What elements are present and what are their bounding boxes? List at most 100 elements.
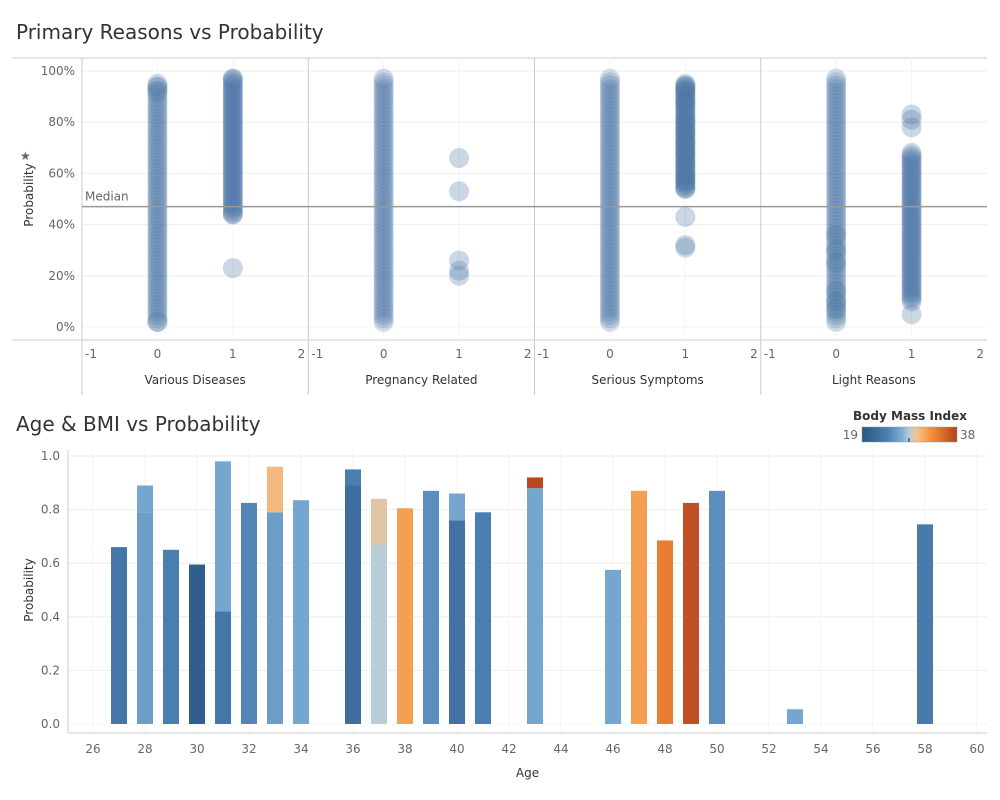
data-point	[373, 235, 394, 256]
data-point	[222, 95, 243, 116]
data-point	[675, 112, 696, 133]
bar-group	[241, 502, 257, 724]
data-point	[599, 131, 620, 152]
panel-points	[826, 68, 922, 332]
data-point	[222, 82, 243, 103]
data-point	[373, 86, 394, 107]
data-point	[373, 304, 394, 325]
data-point	[675, 132, 696, 153]
data-point	[599, 273, 620, 294]
legend-min-label: 19	[843, 428, 858, 442]
data-point	[449, 260, 470, 281]
data-point	[147, 76, 168, 97]
data-point	[222, 99, 243, 120]
data-point	[147, 145, 168, 166]
data-point	[675, 160, 696, 181]
data-point	[599, 96, 620, 117]
data-point	[901, 189, 922, 210]
data-point	[901, 236, 922, 257]
data-point	[222, 88, 243, 109]
x-tick-label: 32	[241, 742, 256, 756]
data-point	[826, 235, 847, 256]
data-point	[222, 78, 243, 99]
data-point	[222, 105, 243, 126]
data-point	[222, 103, 243, 124]
y-tick-label: 100%	[41, 64, 75, 78]
data-point	[599, 231, 620, 252]
data-point	[675, 96, 696, 117]
bar-segment	[527, 488, 543, 724]
data-point	[373, 284, 394, 305]
data-point	[222, 111, 243, 132]
x-tick-label: 58	[917, 742, 932, 756]
data-point	[675, 163, 696, 184]
data-point	[826, 291, 847, 312]
data-point	[222, 138, 243, 159]
data-point	[901, 223, 922, 244]
data-point	[675, 105, 696, 126]
data-point	[826, 159, 847, 180]
data-point	[373, 82, 394, 103]
data-point	[222, 173, 243, 194]
bar-segment	[709, 490, 725, 724]
data-point	[826, 165, 847, 186]
y-tick-label: 0.2	[41, 663, 60, 677]
data-point	[901, 168, 922, 189]
x-tick-label: 2	[524, 347, 532, 361]
data-point	[147, 294, 168, 315]
data-point	[675, 88, 696, 109]
data-point	[222, 161, 243, 182]
data-point	[599, 297, 620, 318]
data-point	[222, 148, 243, 169]
data-point	[901, 304, 922, 325]
data-point	[675, 118, 696, 139]
data-point	[599, 82, 620, 103]
data-point	[675, 177, 696, 198]
data-point	[147, 179, 168, 200]
data-point	[901, 217, 922, 238]
data-point	[675, 147, 696, 168]
data-point	[222, 175, 243, 196]
bar-segment	[423, 490, 439, 724]
data-point	[826, 224, 847, 245]
data-point	[675, 156, 696, 177]
data-point	[147, 220, 168, 241]
bar-segment	[631, 490, 647, 724]
data-point	[901, 240, 922, 261]
data-point	[373, 242, 394, 263]
data-point	[901, 198, 922, 219]
data-point	[599, 113, 620, 134]
data-point	[147, 230, 168, 251]
data-point	[373, 72, 394, 93]
data-point	[599, 155, 620, 176]
data-point	[826, 127, 847, 148]
data-point	[675, 94, 696, 115]
data-point	[373, 291, 394, 312]
data-point	[901, 185, 922, 206]
bar-segment	[657, 540, 673, 724]
scatter-chart-title: Primary Reasons vs Probability	[16, 20, 324, 44]
data-point	[222, 97, 243, 118]
data-point	[147, 257, 168, 278]
data-point	[826, 280, 847, 301]
data-point	[826, 183, 847, 204]
data-point	[222, 80, 243, 101]
data-point	[675, 111, 696, 132]
data-point	[675, 115, 696, 136]
data-point	[599, 294, 620, 315]
data-point	[147, 216, 168, 237]
data-point	[147, 298, 168, 319]
data-point	[675, 84, 696, 105]
bar-segment	[189, 564, 205, 724]
data-point	[826, 225, 847, 246]
data-point	[373, 214, 394, 235]
data-point	[599, 218, 620, 239]
data-point	[901, 181, 922, 202]
data-point	[675, 159, 696, 180]
legend-title: Body Mass Index	[853, 409, 967, 423]
data-point	[599, 89, 620, 110]
data-point	[373, 155, 394, 176]
data-point	[675, 100, 696, 121]
data-point	[373, 162, 394, 183]
data-point	[222, 179, 243, 200]
